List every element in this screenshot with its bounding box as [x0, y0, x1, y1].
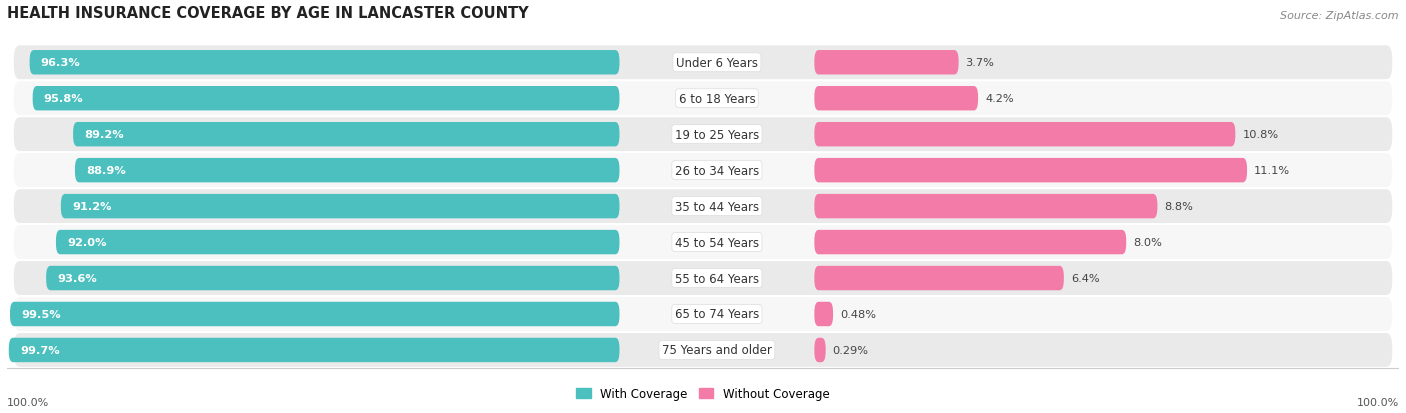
FancyBboxPatch shape — [14, 261, 1392, 295]
Text: 8.8%: 8.8% — [1164, 202, 1194, 211]
Text: 100.0%: 100.0% — [1357, 397, 1399, 408]
Text: 100.0%: 100.0% — [7, 397, 49, 408]
FancyBboxPatch shape — [14, 190, 1392, 223]
Text: HEALTH INSURANCE COVERAGE BY AGE IN LANCASTER COUNTY: HEALTH INSURANCE COVERAGE BY AGE IN LANC… — [7, 6, 529, 21]
FancyBboxPatch shape — [10, 302, 620, 326]
Text: 0.29%: 0.29% — [832, 345, 869, 355]
Text: 6 to 18 Years: 6 to 18 Years — [679, 93, 755, 105]
FancyBboxPatch shape — [46, 266, 620, 291]
Text: 99.5%: 99.5% — [21, 309, 60, 319]
Text: 93.6%: 93.6% — [58, 273, 97, 283]
FancyBboxPatch shape — [30, 51, 620, 75]
FancyBboxPatch shape — [56, 230, 620, 255]
FancyBboxPatch shape — [8, 338, 620, 362]
FancyBboxPatch shape — [60, 195, 620, 219]
FancyBboxPatch shape — [814, 195, 1157, 219]
FancyBboxPatch shape — [814, 338, 825, 362]
Text: 96.3%: 96.3% — [41, 58, 80, 68]
FancyBboxPatch shape — [14, 46, 1392, 80]
FancyBboxPatch shape — [32, 87, 620, 111]
FancyBboxPatch shape — [14, 154, 1392, 188]
FancyBboxPatch shape — [814, 302, 834, 326]
FancyBboxPatch shape — [814, 123, 1236, 147]
Text: 65 to 74 Years: 65 to 74 Years — [675, 308, 759, 321]
Text: 3.7%: 3.7% — [966, 58, 994, 68]
Text: 91.2%: 91.2% — [72, 202, 111, 211]
Text: 6.4%: 6.4% — [1071, 273, 1099, 283]
FancyBboxPatch shape — [14, 118, 1392, 152]
FancyBboxPatch shape — [73, 123, 620, 147]
FancyBboxPatch shape — [814, 230, 1126, 255]
Legend: With Coverage, Without Coverage: With Coverage, Without Coverage — [572, 383, 834, 405]
Text: 45 to 54 Years: 45 to 54 Years — [675, 236, 759, 249]
Text: 11.1%: 11.1% — [1254, 166, 1291, 176]
FancyBboxPatch shape — [14, 297, 1392, 331]
FancyBboxPatch shape — [814, 159, 1247, 183]
Text: 55 to 64 Years: 55 to 64 Years — [675, 272, 759, 285]
FancyBboxPatch shape — [75, 159, 620, 183]
FancyBboxPatch shape — [14, 333, 1392, 367]
Text: Source: ZipAtlas.com: Source: ZipAtlas.com — [1281, 11, 1399, 21]
Text: 92.0%: 92.0% — [67, 237, 107, 247]
Text: 8.0%: 8.0% — [1133, 237, 1161, 247]
Text: 75 Years and older: 75 Years and older — [662, 344, 772, 356]
Text: Under 6 Years: Under 6 Years — [676, 57, 758, 70]
FancyBboxPatch shape — [814, 51, 959, 75]
Text: 95.8%: 95.8% — [44, 94, 83, 104]
Text: 0.48%: 0.48% — [839, 309, 876, 319]
Text: 26 to 34 Years: 26 to 34 Years — [675, 164, 759, 177]
Text: 35 to 44 Years: 35 to 44 Years — [675, 200, 759, 213]
FancyBboxPatch shape — [14, 225, 1392, 259]
FancyBboxPatch shape — [14, 82, 1392, 116]
Text: 99.7%: 99.7% — [20, 345, 59, 355]
FancyBboxPatch shape — [814, 87, 979, 111]
Text: 88.9%: 88.9% — [86, 166, 125, 176]
Text: 4.2%: 4.2% — [986, 94, 1014, 104]
Text: 19 to 25 Years: 19 to 25 Years — [675, 128, 759, 141]
FancyBboxPatch shape — [814, 266, 1064, 291]
Text: 89.2%: 89.2% — [84, 130, 124, 140]
Text: 10.8%: 10.8% — [1243, 130, 1278, 140]
